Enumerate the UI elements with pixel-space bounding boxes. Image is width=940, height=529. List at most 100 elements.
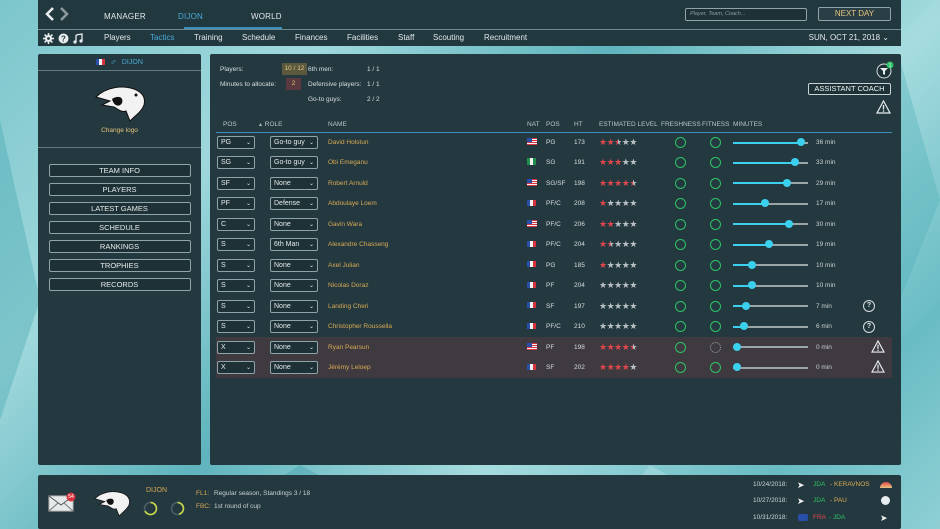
role-select[interactable]: Go-to guy ⌄ [270,136,318,149]
role-select[interactable]: None ⌄ [270,320,318,334]
question-icon[interactable]: ? [863,300,875,313]
music-icon[interactable] [73,32,84,44]
filter-button[interactable]: 1 [876,61,894,84]
nav-staff[interactable]: Staff [398,33,415,42]
team-info-button[interactable]: TEAM INFO [48,164,191,177]
col-pos[interactable]: POS [216,120,258,133]
col-estimated-level[interactable]: ESTIMATED LEVEL [599,120,661,133]
date-selector[interactable]: SUN, OCT 21, 2018 ⌄ [809,33,889,42]
col-fitness[interactable]: FITNESS [702,120,733,133]
nav-facilities[interactable]: Facilities [347,33,379,42]
upcoming-game[interactable]: 10/27/2018: ➤ JDA - PAU [753,496,893,509]
players-button[interactable]: PLAYERS [48,183,191,196]
player-name-link[interactable]: Abdoulaye Loem [328,200,377,208]
trophies-button[interactable]: TROPHIES [48,259,191,272]
nav-scouting[interactable]: Scouting [433,33,465,42]
role-select[interactable]: Defense ⌄ [270,197,318,211]
player-name-link[interactable]: Landing Cheri [328,302,369,310]
col-role[interactable]: ▲ ROLE [258,120,328,133]
help-icon[interactable]: ? [58,33,69,44]
minutes-slider[interactable] [732,342,808,352]
role-select[interactable]: None ⌄ [270,340,318,354]
col-minutes[interactable]: MINUTES [733,120,863,133]
forward-arrow-icon[interactable] [58,6,70,22]
team-logo-icon[interactable] [92,83,148,123]
next-day-button[interactable]: NEXT DAY [818,7,891,21]
rankings-button[interactable]: RANKINGS [48,240,191,253]
role-select[interactable]: None ⌄ [270,299,318,313]
role-select[interactable]: None ⌄ [270,217,318,231]
back-arrow-icon[interactable] [44,6,56,22]
slider-handle[interactable] [732,342,741,351]
minutes-slider[interactable] [732,363,808,372]
position-select[interactable]: S ⌄ [217,279,255,293]
nav-finances[interactable]: Finances [295,33,328,42]
question-icon[interactable]: ? [863,320,875,333]
col-player-pos[interactable]: POS [546,120,574,133]
minutes-slider[interactable] [733,219,808,229]
slider-handle[interactable] [742,301,751,310]
position-select[interactable]: PF ⌄ [217,197,255,211]
slider-handle[interactable] [790,158,799,167]
minutes-slider[interactable] [733,281,808,290]
settings-gear-icon[interactable] [43,32,54,44]
nav-recruitment[interactable]: Recruitment [484,33,528,42]
slider-handle[interactable] [747,260,756,269]
role-select[interactable]: 6th Man ⌄ [270,238,318,252]
minutes-slider[interactable] [733,138,808,147]
slider-handle[interactable] [740,322,749,331]
position-select[interactable]: S ⌄ [217,238,255,252]
records-button[interactable]: RECORDS [48,278,191,291]
warning-icon[interactable] [870,339,885,353]
nav-schedule[interactable]: Schedule [242,33,276,42]
minutes-slider[interactable] [733,240,808,249]
position-select[interactable]: SG ⌄ [217,156,255,170]
assistant-coach-button[interactable]: ASSISTANT COACH [808,83,891,95]
player-name-link[interactable]: Christopher Roussella [328,323,392,331]
position-select[interactable]: X ⌄ [217,340,255,354]
tab-manager[interactable]: MANAGER [104,12,146,21]
slider-handle[interactable] [796,138,805,146]
minutes-slider[interactable] [733,178,808,188]
slider-handle[interactable] [785,219,794,228]
role-select[interactable]: None ⌄ [270,176,318,190]
slider-handle[interactable] [760,199,769,208]
minutes-slider[interactable] [733,158,808,167]
nav-training[interactable]: Training [194,33,223,42]
competition-1-status[interactable]: Regular season, Standings 3 / 18 [214,490,311,497]
nav-tactics[interactable]: Tactics [150,33,175,42]
warning-icon[interactable] [870,360,885,373]
slider-handle[interactable] [747,281,756,290]
col-freshness[interactable]: FRESHNESS [661,120,702,133]
minutes-slider[interactable] [733,199,808,208]
minutes-slider[interactable] [733,260,808,270]
role-select[interactable]: Go-to guy ⌄ [270,156,318,170]
nav-players[interactable]: Players [104,33,131,42]
slider-handle[interactable] [783,178,792,187]
col-height[interactable]: HT [574,120,599,133]
player-name-link[interactable]: Ryan Pearsun [328,343,370,351]
player-name-link[interactable]: Gavin Wara [328,220,363,228]
player-name-link[interactable]: Axel Julian [328,261,360,269]
change-logo-link[interactable]: Change logo [101,127,138,134]
player-name-link[interactable]: Jérémy Leloep [328,364,371,372]
upcoming-game[interactable]: 10/31/2018: FRA - JDA ➤ [753,513,893,526]
player-name-link[interactable]: Alexandre Chasseng [328,241,389,249]
position-select[interactable]: S ⌄ [217,320,255,334]
tab-dijon[interactable]: DIJON [178,12,203,21]
position-select[interactable]: SF ⌄ [217,176,255,190]
warning-icon[interactable] [875,99,892,119]
slider-handle[interactable] [764,240,773,249]
col-nat[interactable]: NAT [527,120,546,133]
player-name-link[interactable]: Robert Arnuld [328,179,368,187]
player-name-link[interactable]: David Holstun [328,139,369,146]
minutes-slider[interactable] [733,322,808,331]
minutes-slider[interactable] [733,301,808,311]
mail-button[interactable]: 54 [48,492,76,517]
schedule-button[interactable]: SCHEDULE [48,221,191,234]
role-select[interactable]: None ⌄ [270,258,318,272]
role-select[interactable]: None ⌄ [270,361,318,375]
player-name-link[interactable]: Nicolas Doraz [328,282,369,290]
position-select[interactable]: C ⌄ [217,217,255,231]
col-name[interactable]: NAME [328,120,527,133]
